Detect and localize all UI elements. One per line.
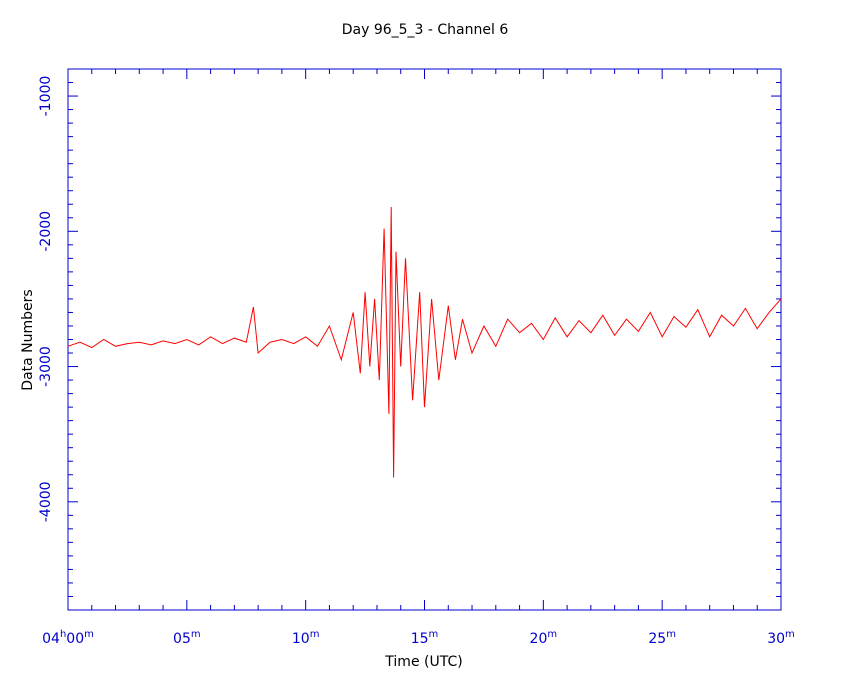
x-tick-label: 30m (767, 629, 795, 647)
y-tick-label: -3000 (38, 346, 54, 387)
x-tick-label: 10m (292, 629, 320, 647)
y-tick-label: -1000 (38, 76, 54, 117)
y-tick-label: -2000 (38, 211, 54, 252)
x-tick-label: 15m (411, 629, 439, 647)
x-tick-label: 25m (648, 629, 676, 647)
x-tick-label: 05m (173, 629, 201, 647)
y-axis-label: Data Numbers (20, 289, 36, 390)
series-layer (67, 206, 782, 478)
plot-frame (67, 68, 782, 611)
series-line (67, 206, 782, 478)
chart-title: Day 96_5_3 - Channel 6 (342, 22, 509, 38)
x-tick-label: 20m (530, 629, 558, 647)
y-axis: -1000 -2000 -3000 -4000 (38, 76, 781, 597)
x-tick-label: 04h00m (42, 629, 94, 647)
y-tick-label: -4000 (38, 481, 54, 522)
x-axis: 04h00m 05m 10m 15m 20m 25m 30m (42, 69, 795, 647)
x-axis-label: Time (UTC) (384, 654, 462, 670)
